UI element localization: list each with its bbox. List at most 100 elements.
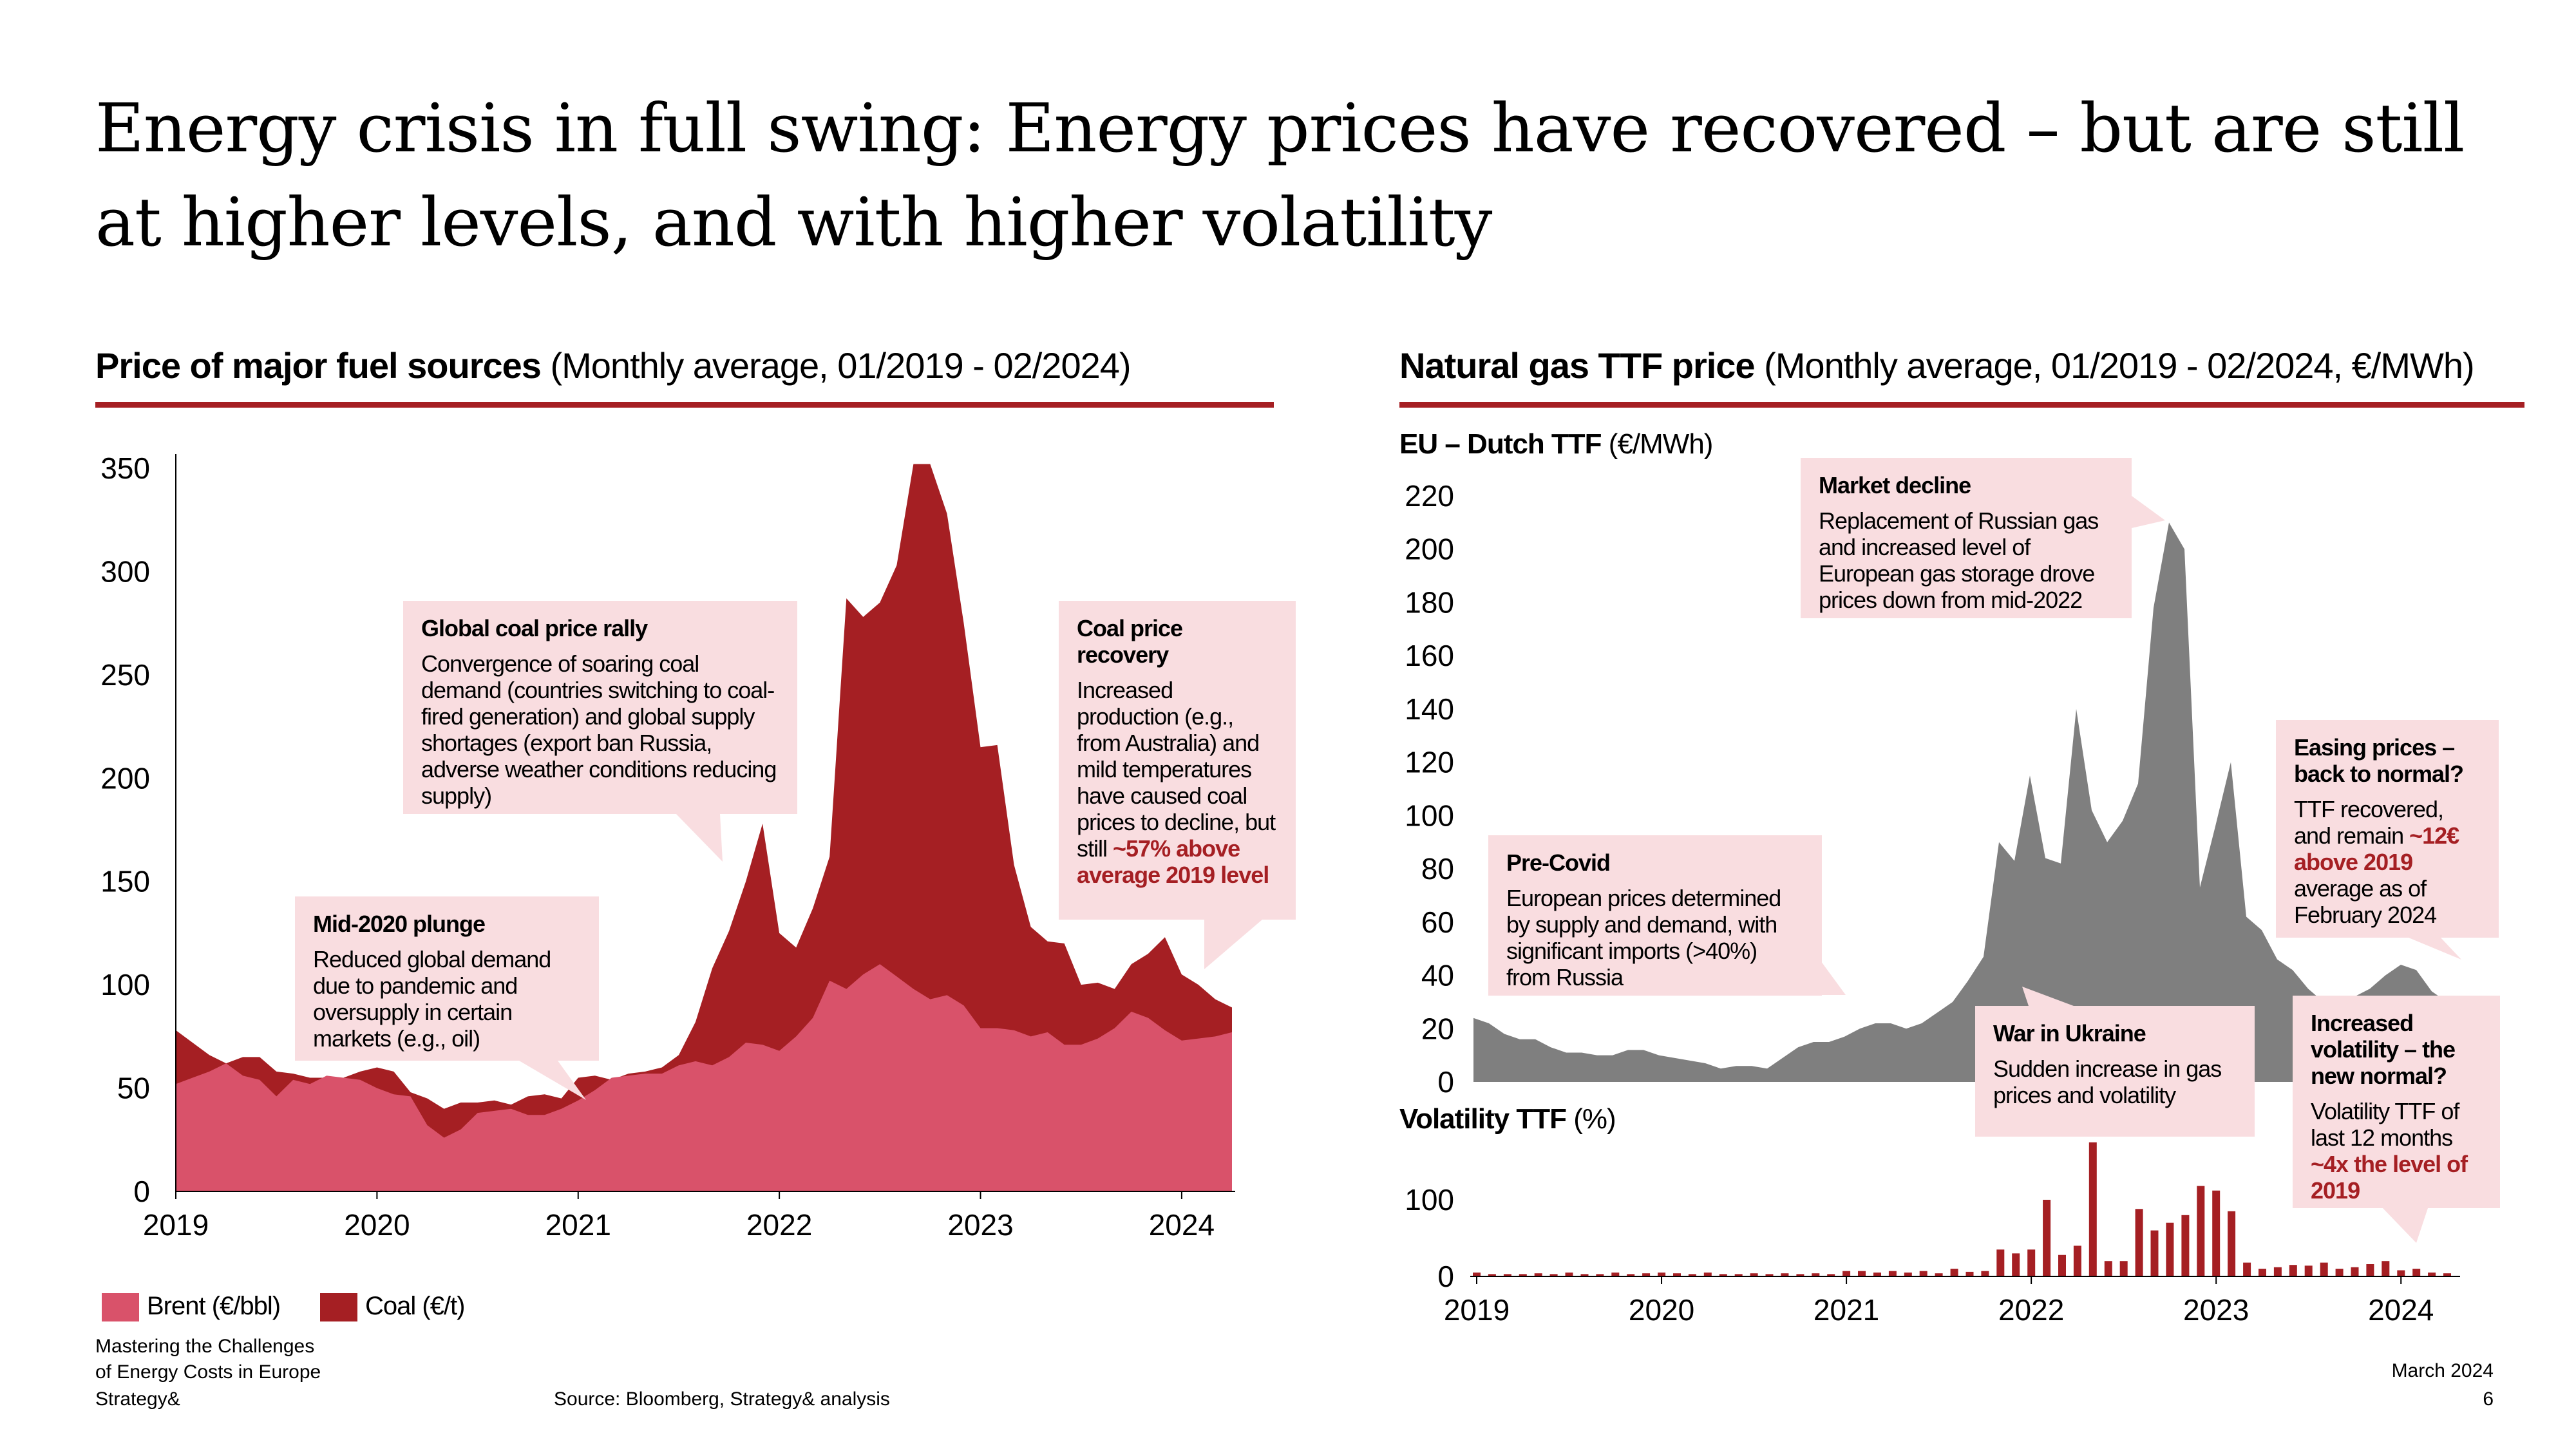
left-y-tick-label: 350 <box>100 451 150 485</box>
volatility-bar <box>1611 1273 1620 1276</box>
volatility-bar <box>2273 1267 2282 1276</box>
volatility-bar <box>2012 1253 2020 1276</box>
volatility-bar <box>1842 1271 1851 1276</box>
volatility-bar <box>2150 1230 2159 1276</box>
volatility-bar <box>2428 1273 2436 1276</box>
left-x-tick-label: 2021 <box>545 1208 611 1242</box>
ttf-y-tick-label: 140 <box>1405 692 1454 726</box>
volatility-bar <box>2043 1200 2051 1276</box>
annotation-title: Coal price recovery <box>1077 615 1183 668</box>
page-title: Energy crisis in full swing: Energy pric… <box>95 89 2465 261</box>
callout-pointer <box>2132 496 2165 528</box>
volatility-bar <box>2259 1269 2266 1276</box>
left-x-tick-label: 2023 <box>947 1208 1013 1242</box>
annotation-body-text: Volatility TTF of last 12 months <box>2311 1098 2459 1151</box>
legend-brent-swatch <box>102 1293 139 1321</box>
volatility-axis-label-bold: Volatility TTF <box>1399 1103 1567 1135</box>
legend-coal-label: Coal (€/t) <box>365 1292 465 1320</box>
annotation-title: Easing prices – back to normal? <box>2294 734 2464 787</box>
footer-title-line1: Mastering the Challenges <box>95 1336 315 1357</box>
volatility-bar <box>1534 1273 1542 1276</box>
annotation-highlight: ~12€ above 2019 <box>2294 822 2459 875</box>
left-chart-heading-subtitle: (Monthly average, 01/2019 - 02/2024) <box>540 345 1131 386</box>
footer-title-line2: of Energy Costs in Europe <box>95 1361 321 1383</box>
volatility-bar <box>2243 1262 2251 1276</box>
left-x-tick-label: 2019 <box>143 1208 209 1242</box>
left-y-tick-label: 250 <box>100 658 150 692</box>
ttf-y-tick-label: 180 <box>1405 585 1454 619</box>
volatility-bar <box>2088 1142 2097 1277</box>
ttf-axis-label-unit: (€/MWh) <box>1601 428 1714 460</box>
volatility-bar <box>2320 1262 2328 1276</box>
volatility-bar <box>2197 1186 2205 1276</box>
left-y-tick-label: 50 <box>117 1072 150 1105</box>
volatility-bar <box>1565 1273 1573 1276</box>
annotation-easing-prices: Easing prices – back to normal? TTF reco… <box>2276 720 2499 938</box>
annotation-body-text: TTF recovered, and remain <box>2294 796 2444 849</box>
volatility-x-tick-label: 2024 <box>2368 1293 2434 1327</box>
volatility-bar <box>2304 1265 2313 1276</box>
annotation-body: Sudden increase in gas prices and volati… <box>1993 1056 2222 1108</box>
volatility-bar <box>1642 1273 1651 1276</box>
callout-pointer <box>519 1061 586 1100</box>
volatility-bar <box>1750 1273 1758 1276</box>
volatility-bar <box>1827 1274 1835 1276</box>
volatility-bar <box>1858 1271 1866 1276</box>
ttf-y-tick-label: 0 <box>1437 1065 1454 1099</box>
left-x-tick-label: 2024 <box>1149 1208 1215 1242</box>
right-chart-heading: Natural gas TTF price (Monthly average, … <box>1399 345 2475 386</box>
right-heading-rule <box>1399 402 2524 408</box>
volatility-bar <box>1935 1273 1943 1276</box>
volatility-bar <box>2382 1261 2390 1276</box>
volatility-bar <box>1580 1274 1589 1276</box>
coal-area <box>176 464 1232 1191</box>
volatility-bar <box>1549 1274 1558 1276</box>
annotation-highlight: ~57% above average 2019 level <box>1077 835 1269 888</box>
annotation-increased-volatility: Increased volatility – the new normal? V… <box>2293 996 2500 1208</box>
ttf-y-tick-label: 100 <box>1405 799 1454 832</box>
volatility-bar <box>2104 1261 2112 1276</box>
volatility-x-tick-label: 2021 <box>1814 1293 1879 1327</box>
volatility-bar <box>1765 1274 1774 1276</box>
volatility-bar <box>2058 1255 2066 1276</box>
left-y-tick-label: 0 <box>133 1175 150 1208</box>
brent-area <box>176 964 1232 1191</box>
volatility-bar <box>1627 1274 1635 1276</box>
legend-coal-swatch <box>320 1293 357 1321</box>
ttf-axis-label-bold: EU – Dutch TTF <box>1399 428 1602 460</box>
ttf-y-tick-label: 40 <box>1421 959 1454 992</box>
volatility-bar <box>1719 1274 1727 1276</box>
ttf-area <box>1473 522 2447 1082</box>
annotation-body: Replacement of Russian gas and increased… <box>1819 507 2099 613</box>
ttf-y-tick-label: 60 <box>1421 905 1454 939</box>
annotation-title: Global coal price rally <box>421 615 648 641</box>
volatility-axis-label-unit: (%) <box>1566 1103 1616 1135</box>
left-x-tick-label: 2022 <box>746 1208 812 1242</box>
volatility-bar <box>1688 1274 1696 1276</box>
volatility-bar <box>1981 1271 1989 1276</box>
volatility-axis-label: Volatility TTF (%) <box>1399 1103 1616 1135</box>
volatility-bar <box>2366 1264 2374 1276</box>
volatility-x-tick-label: 2022 <box>1998 1293 2064 1327</box>
callout-pointer <box>1204 920 1262 969</box>
footer-source: Source: Bloomberg, Strategy& analysis <box>554 1388 890 1410</box>
callout-pointer <box>2409 938 2461 960</box>
volatility-bar <box>1796 1274 1804 1276</box>
volatility-bar <box>2212 1190 2221 1276</box>
annotation-title: Increased volatility – the new normal? <box>2311 1010 2456 1089</box>
volatility-bar <box>1781 1273 1789 1276</box>
volatility-bar <box>2351 1267 2359 1276</box>
annotation-title: War in Ukraine <box>1993 1020 2146 1046</box>
annotation-mid-2020-plunge: Mid-2020 plunge Reduced global demand du… <box>295 896 599 1061</box>
left-chart-heading-bold: Price of major fuel sources <box>95 345 542 386</box>
annotation-body-text: Increased production (e.g., from Austral… <box>1077 677 1276 862</box>
volatility-bar <box>2027 1249 2036 1276</box>
annotation-war-in-ukraine: War in Ukraine Sudden increase in gas pr… <box>1975 1006 2255 1137</box>
annotation-highlight: ~4x the level of 2019 <box>2311 1151 2468 1204</box>
ttf-y-tick-label: 160 <box>1405 639 1454 672</box>
volatility-bar <box>2443 1273 2451 1276</box>
volatility-bar <box>2228 1211 2236 1276</box>
left-y-tick-label: 150 <box>100 865 150 898</box>
left-y-tick-label: 100 <box>100 968 150 1001</box>
annotation-title: Pre-Covid <box>1506 849 1611 876</box>
